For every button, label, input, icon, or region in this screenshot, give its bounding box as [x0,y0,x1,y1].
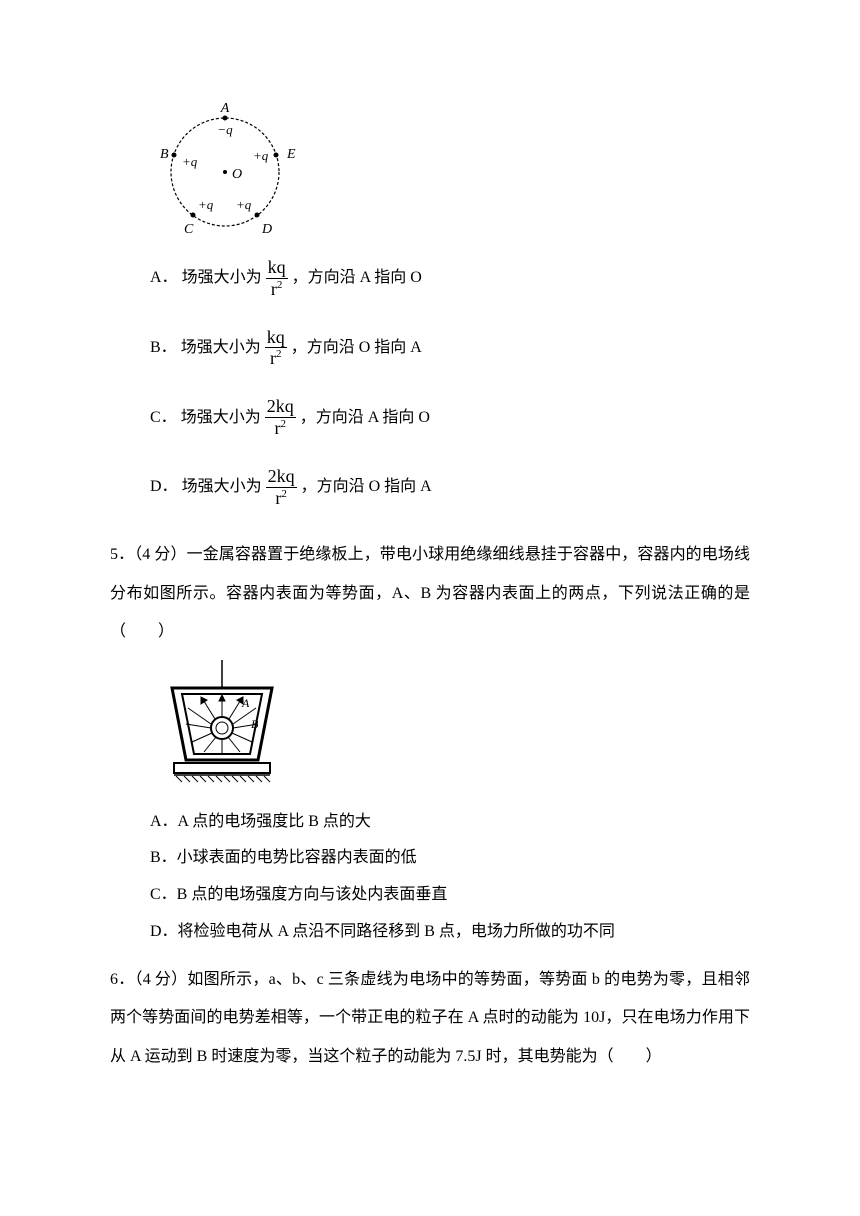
charge-B: +q [182,154,198,169]
q4-option-B: B． 场强大小为 kq r2 ，方向沿 O 指向 A [150,328,750,370]
q4-option-C: C． 场强大小为 2kq r2 ，方向沿 A 指向 O [150,397,750,439]
q5-text: 5．（4 分）一金属容器置于绝缘板上，带电小球用绝缘细线悬挂于容器中，容器内的电… [110,536,750,651]
option-after: ，方向沿 A 指向 O [292,264,422,293]
option-letter: A． [150,264,178,293]
q5-option-B: B．小球表面的电势比容器内表面的低 [150,840,750,877]
fraction-den: r2 [268,348,284,369]
fraction-num: kq [266,258,288,279]
charge-C: +q [198,197,214,212]
label-A: A [220,101,230,116]
q4-option-A: A． 场强大小为 kq r2 ，方向沿 A 指向 O [150,258,750,300]
option-letter: B． [150,334,177,363]
fraction: 2kq r2 [266,467,297,509]
label-B: B [160,147,169,162]
label-D: D [261,222,272,237]
option-before: 场强大小为 [182,473,262,502]
fraction: kq r2 [265,328,287,370]
q5-number: 5．（4 分） [110,546,187,563]
container-label-B: B [251,717,259,731]
q5-body: 一金属容器置于绝缘板上，带电小球用绝缘细线悬挂于容器中，容器内的电场线分布如图所… [110,546,750,640]
charge-D: +q [236,197,252,212]
q5-option-A: A．A 点的电场强度比 B 点的大 [150,804,750,841]
fraction-den: r2 [269,279,285,300]
q6-text: 6．（4 分）如图所示，a、b、c 三条虚线为电场中的等势面，等势面 b 的电势… [110,961,750,1076]
q6-number: 6．（4 分） [110,971,187,988]
fraction: 2kq r2 [265,397,296,439]
fraction: kq r2 [266,258,288,300]
option-after: ，方向沿 O 指向 A [291,334,422,363]
container-label-A: A [241,696,250,710]
fraction-num: 2kq [265,397,296,418]
option-letter: D． [150,473,178,502]
label-C: C [184,222,194,237]
pentagon-svg: A −q B +q E +q C +q D +q O [150,100,305,240]
question-5: 5．（4 分）一金属容器置于绝缘板上，带电小球用绝缘细线悬挂于容器中，容器内的电… [110,536,750,950]
q5-option-D: D．将检验电荷从 A 点沿不同路径移到 B 点，电场力所做的功不同 [150,914,750,951]
fraction-den: r2 [273,488,289,509]
charge-E: +q [253,148,269,163]
pentagon-diagram: A −q B +q E +q C +q D +q O [150,100,750,240]
q6-body: 如图所示，a、b、c 三条虚线为电场中的等势面，等势面 b 的电势为零，且相邻两… [110,971,750,1065]
option-before: 场强大小为 [182,264,262,293]
option-letter: C． [150,404,177,433]
option-after: ，方向沿 A 指向 O [300,404,430,433]
label-E: E [286,147,296,162]
charge-top: −q [217,122,233,137]
option-after: ，方向沿 O 指向 A [301,473,432,502]
option-before: 场强大小为 [181,334,261,363]
fraction-num: kq [265,328,287,349]
fraction-den: r2 [272,418,288,439]
container-diagram: A B [150,660,300,790]
question-6: 6．（4 分）如图所示，a、b、c 三条虚线为电场中的等势面，等势面 b 的电势… [110,961,750,1076]
option-before: 场强大小为 [181,404,261,433]
q5-option-C: C．B 点的电场强度方向与该处内表面垂直 [150,877,750,914]
q4-option-D: D． 场强大小为 2kq r2 ，方向沿 O 指向 A [150,467,750,509]
label-O: O [232,167,242,182]
fraction-num: 2kq [266,467,297,488]
